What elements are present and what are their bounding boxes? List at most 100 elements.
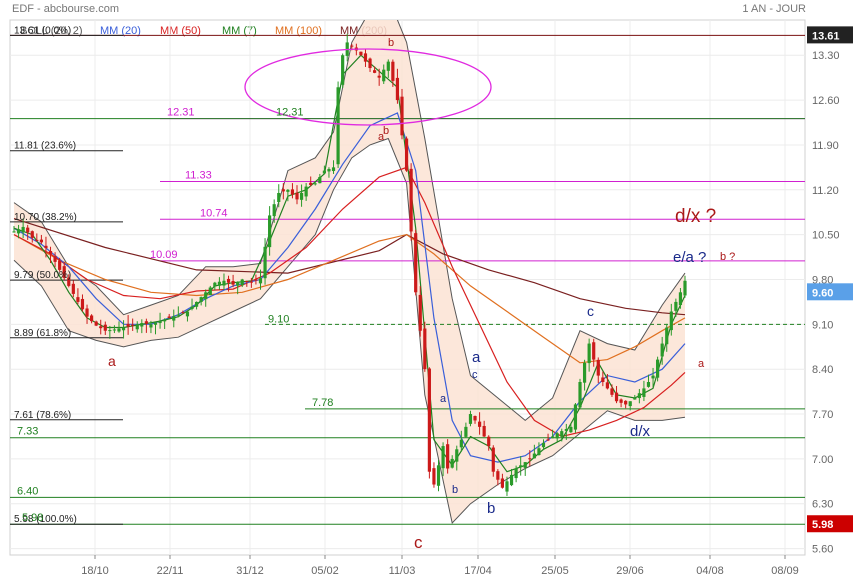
axes: 13.3012.6011.9011.2010.509.809.108.407.7…	[81, 26, 853, 577]
wave-label: b	[452, 484, 458, 496]
x-tick-label: 17/04	[464, 565, 492, 577]
candle-body	[496, 471, 500, 480]
x-tick-label: 31/12	[236, 565, 264, 577]
candle-body	[523, 462, 527, 468]
candle-body	[418, 294, 422, 331]
candle-body	[619, 399, 623, 403]
candle-body	[610, 388, 614, 395]
candle-body	[245, 280, 249, 282]
high-price-badge-bg	[807, 26, 853, 44]
candle-body	[299, 192, 304, 200]
candle-body	[194, 301, 199, 307]
bollinger-lower-line	[13, 137, 686, 525]
candle-body	[90, 315, 94, 322]
candle-body	[149, 324, 153, 328]
candle-body	[103, 324, 107, 331]
candle-body	[67, 277, 71, 286]
fib-label: 13.61 (0.0%)	[14, 25, 71, 36]
candle-body	[432, 468, 436, 485]
legend-mm20: MM (20)	[100, 25, 141, 37]
wave-label: a	[378, 131, 385, 143]
x-tick-label: 08/09	[771, 565, 799, 577]
candle-body	[500, 478, 505, 488]
candle-body	[99, 326, 103, 329]
candle-body	[341, 55, 345, 85]
fib-label: 9.79 (50.0%)	[14, 270, 71, 281]
candle-body	[199, 297, 203, 303]
candle-body	[455, 449, 459, 462]
candle-body	[117, 328, 121, 332]
top-ellipse-annotation	[244, 48, 492, 126]
low-price-badge-bg	[807, 515, 853, 533]
candle-body	[350, 45, 354, 47]
candle-body	[76, 297, 80, 302]
x-tick-label: 11/03	[389, 565, 416, 577]
y-tick-label: 7.00	[812, 454, 833, 466]
x-tick-label: 04/08	[696, 565, 724, 577]
candle-body	[231, 281, 235, 285]
plot-frame	[9, 19, 806, 556]
wave-label: e/a ?	[673, 249, 706, 266]
high-price-badge: 13.61	[812, 30, 840, 42]
candle-body	[400, 96, 404, 136]
green-level-label: 6.40	[17, 485, 38, 497]
candle-body	[464, 426, 468, 437]
candle-body	[628, 401, 632, 407]
candle-body	[614, 392, 619, 402]
candle-body	[646, 382, 651, 387]
magenta-level-label: 11.33	[185, 169, 212, 181]
candle-body	[153, 322, 158, 325]
candle-body	[185, 311, 190, 317]
candle-body	[272, 204, 276, 217]
candle-body	[217, 281, 222, 286]
fib-label: 11.81 (23.6%)	[14, 141, 76, 152]
candle-body	[537, 448, 541, 456]
candle-body	[551, 436, 555, 439]
wave-label: a	[440, 393, 447, 405]
candle-body	[637, 393, 641, 399]
candle-body	[656, 359, 660, 378]
candle-body	[236, 282, 240, 286]
candle-body	[181, 312, 185, 314]
magenta-level-label: 10.74	[200, 207, 228, 219]
candle-body	[624, 400, 628, 405]
candle-body	[359, 51, 363, 56]
candle-body	[254, 279, 258, 281]
candle-body	[16, 229, 21, 234]
candle-body	[281, 189, 285, 192]
candle-body	[222, 280, 226, 286]
candle-body	[441, 446, 445, 469]
candle-body	[290, 189, 295, 195]
candle-body	[587, 343, 591, 364]
wave-label: a	[108, 353, 116, 369]
candle-body	[144, 321, 148, 324]
candle-body	[167, 316, 171, 318]
plot-area	[10, 20, 805, 555]
candle-body	[213, 282, 217, 287]
candle-body	[48, 251, 53, 254]
wave-label: b ?	[720, 251, 735, 263]
candle-body	[226, 278, 231, 283]
candle-body	[249, 281, 253, 283]
y-tick-label: 6.30	[812, 499, 833, 511]
wave-label: b	[487, 500, 495, 517]
candle-body	[309, 182, 313, 185]
candle-body	[53, 256, 57, 262]
candle-body	[71, 283, 75, 294]
candle-body	[80, 298, 85, 310]
candle-body	[601, 377, 605, 383]
candle-body	[409, 168, 413, 232]
candle-body	[240, 279, 244, 286]
candle-body	[368, 58, 372, 69]
low-price-badge: 5.98	[812, 519, 833, 531]
x-tick-label: 29/06	[616, 565, 644, 577]
candle-body	[423, 328, 427, 370]
fib-label: 7.61 (78.6%)	[14, 410, 71, 421]
candle-body	[633, 398, 637, 400]
candle-body	[35, 239, 39, 241]
candle-body	[112, 329, 117, 331]
candle-body	[509, 474, 514, 486]
fib-label: 5.98 (100.0%)	[14, 514, 77, 525]
wave-label: a	[698, 358, 705, 370]
candle-body	[473, 416, 477, 421]
